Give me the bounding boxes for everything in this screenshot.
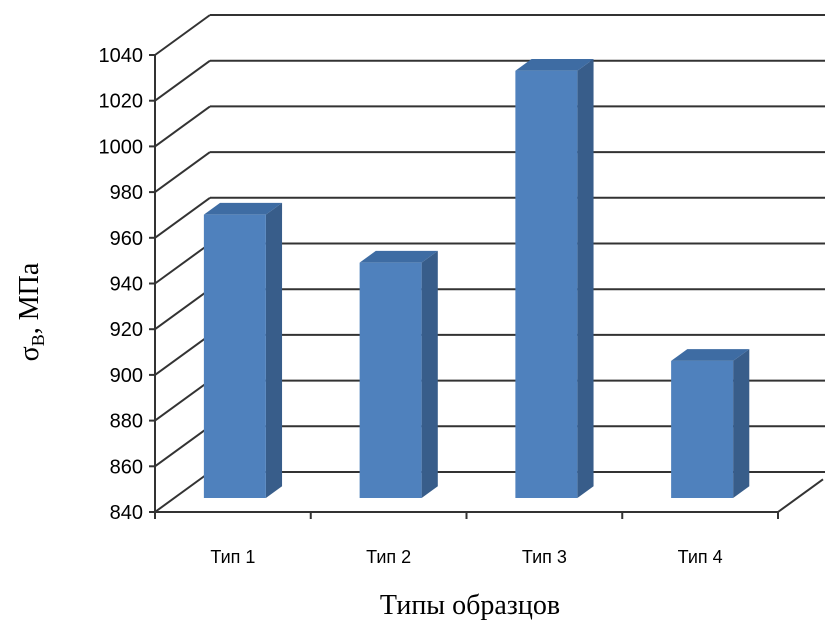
y-tick-label: 1020 [99, 91, 144, 113]
gridline-side [154, 379, 211, 422]
bar-top [671, 349, 750, 361]
y-axis-title-subscript: B [28, 334, 48, 346]
bar-side [265, 202, 283, 499]
axes [149, 54, 824, 519]
y-tick-label: 900 [110, 365, 143, 387]
bar-front [359, 262, 422, 498]
y-tick-label: 860 [110, 456, 143, 478]
x-axis-title: Типы образцов [380, 590, 560, 621]
y-tick-label: 980 [110, 182, 143, 204]
x-tick-label: Тип 3 [522, 547, 567, 567]
gridline-side [154, 14, 211, 56]
gridline-side [154, 196, 211, 239]
bars [203, 58, 750, 499]
bar-4 [671, 349, 750, 498]
gridline-side [154, 288, 211, 331]
y-axis-title-rest: , МПа [14, 262, 45, 334]
y-tick-label: 840 [110, 502, 143, 524]
gridline-side [154, 425, 211, 468]
gridline-side [154, 242, 211, 285]
gridline-side [154, 151, 211, 193]
x-tick-label: Тип 2 [366, 547, 411, 567]
y-tick-label: 960 [110, 228, 143, 250]
bar-front [515, 70, 578, 499]
bar-3 [515, 58, 594, 499]
bar-1 [203, 202, 283, 499]
x-tick-label: Тип 1 [210, 547, 255, 567]
bar-front [671, 360, 734, 498]
bar-front [203, 214, 266, 499]
bar-side [577, 58, 594, 499]
y-axis-title: σB, МПа [14, 262, 48, 361]
bar-side [733, 349, 750, 498]
bar-side [421, 250, 438, 498]
gridline-side [154, 59, 211, 102]
bar-top [359, 250, 438, 263]
y-tick-label: 1000 [99, 136, 144, 158]
bar-top [515, 58, 594, 71]
bar-2 [359, 250, 438, 498]
gridline-side [154, 471, 211, 513]
bar-top [203, 202, 283, 215]
gridline-side [154, 105, 211, 148]
x-tick-label: Тип 4 [678, 547, 723, 567]
y-tick-label: 1040 [99, 45, 144, 67]
gridline-side [154, 334, 211, 376]
y-tick-labels: 840 860 880 900 920 940 960 980 1000 1020 1040 [99, 45, 144, 524]
y-axis-title-symbol: σ [14, 346, 45, 361]
y-tick-label: 920 [110, 319, 143, 341]
y-tick-label: 880 [110, 411, 143, 433]
y-tick-label: 940 [110, 274, 143, 296]
x-tick-labels: Тип 1 Тип 2 Тип 3 Тип 4 [210, 547, 722, 567]
floor-edge [777, 478, 824, 513]
